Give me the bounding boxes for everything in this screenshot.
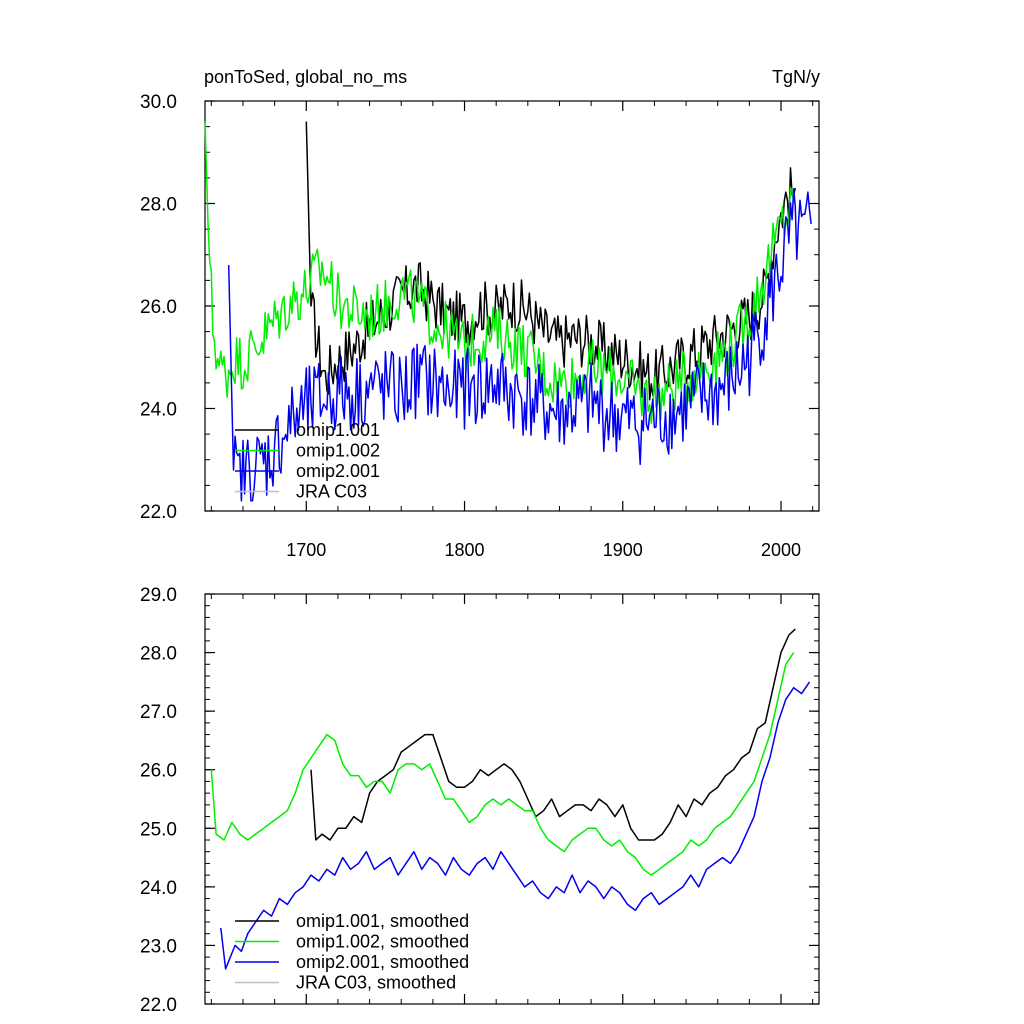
x-tick-label: 2000 xyxy=(761,540,801,560)
legend-label: omip1.001, smoothed xyxy=(296,911,469,931)
legend-label: JRA C03, smoothed xyxy=(296,973,456,993)
legend-label: omip1.001 xyxy=(296,420,380,440)
series-line-omip1-001-smoothed xyxy=(311,629,795,840)
legend-label: omip2.001 xyxy=(296,461,380,481)
y-tick-label: 22.0 xyxy=(140,502,177,523)
y-tick-label: 30.0 xyxy=(140,92,177,113)
x-tick-label: 1700 xyxy=(286,540,326,560)
top-panel: ponToSed, global_no_ms TgN/y 1700 1800 190… xyxy=(140,67,820,560)
y-tick-label: 23.0 xyxy=(140,936,177,957)
y-tick-label: 25.0 xyxy=(140,819,177,840)
y-tick-label: 24.0 xyxy=(140,400,177,421)
legend-label: omip2.001, smoothed xyxy=(296,952,469,972)
series-line-omip1-002-smoothed xyxy=(211,653,793,876)
legend-label: omip1.002 xyxy=(296,441,380,461)
x-tick-label: 1900 xyxy=(603,540,643,560)
figure-canvas: ponToSed, global_no_ms TgN/y 1700 1800 190… xyxy=(0,0,1024,1024)
series-line-omip1-002 xyxy=(205,122,794,424)
bottom-panel: 22.0 23.0 24.0 25.0 26.0 27.0 28.0 29.0 omip1.0… xyxy=(140,585,819,1016)
chart-title: ponToSed, global_no_ms xyxy=(204,67,407,88)
y-tick-label: 24.0 xyxy=(140,878,177,899)
y-tick-label: 26.0 xyxy=(140,761,177,782)
y-tick-label: 29.0 xyxy=(140,585,177,606)
units-label: TgN/y xyxy=(772,67,820,87)
y-tick-label: 26.0 xyxy=(140,297,177,318)
y-tick-label: 27.0 xyxy=(140,702,177,723)
y-tick-label: 28.0 xyxy=(140,644,177,665)
legend-label: omip1.002, smoothed xyxy=(296,932,469,952)
x-tick-label: 1800 xyxy=(445,540,485,560)
legend-label: JRA C03 xyxy=(296,482,367,502)
y-tick-label: 22.0 xyxy=(140,995,177,1016)
y-tick-label: 28.0 xyxy=(140,195,177,216)
